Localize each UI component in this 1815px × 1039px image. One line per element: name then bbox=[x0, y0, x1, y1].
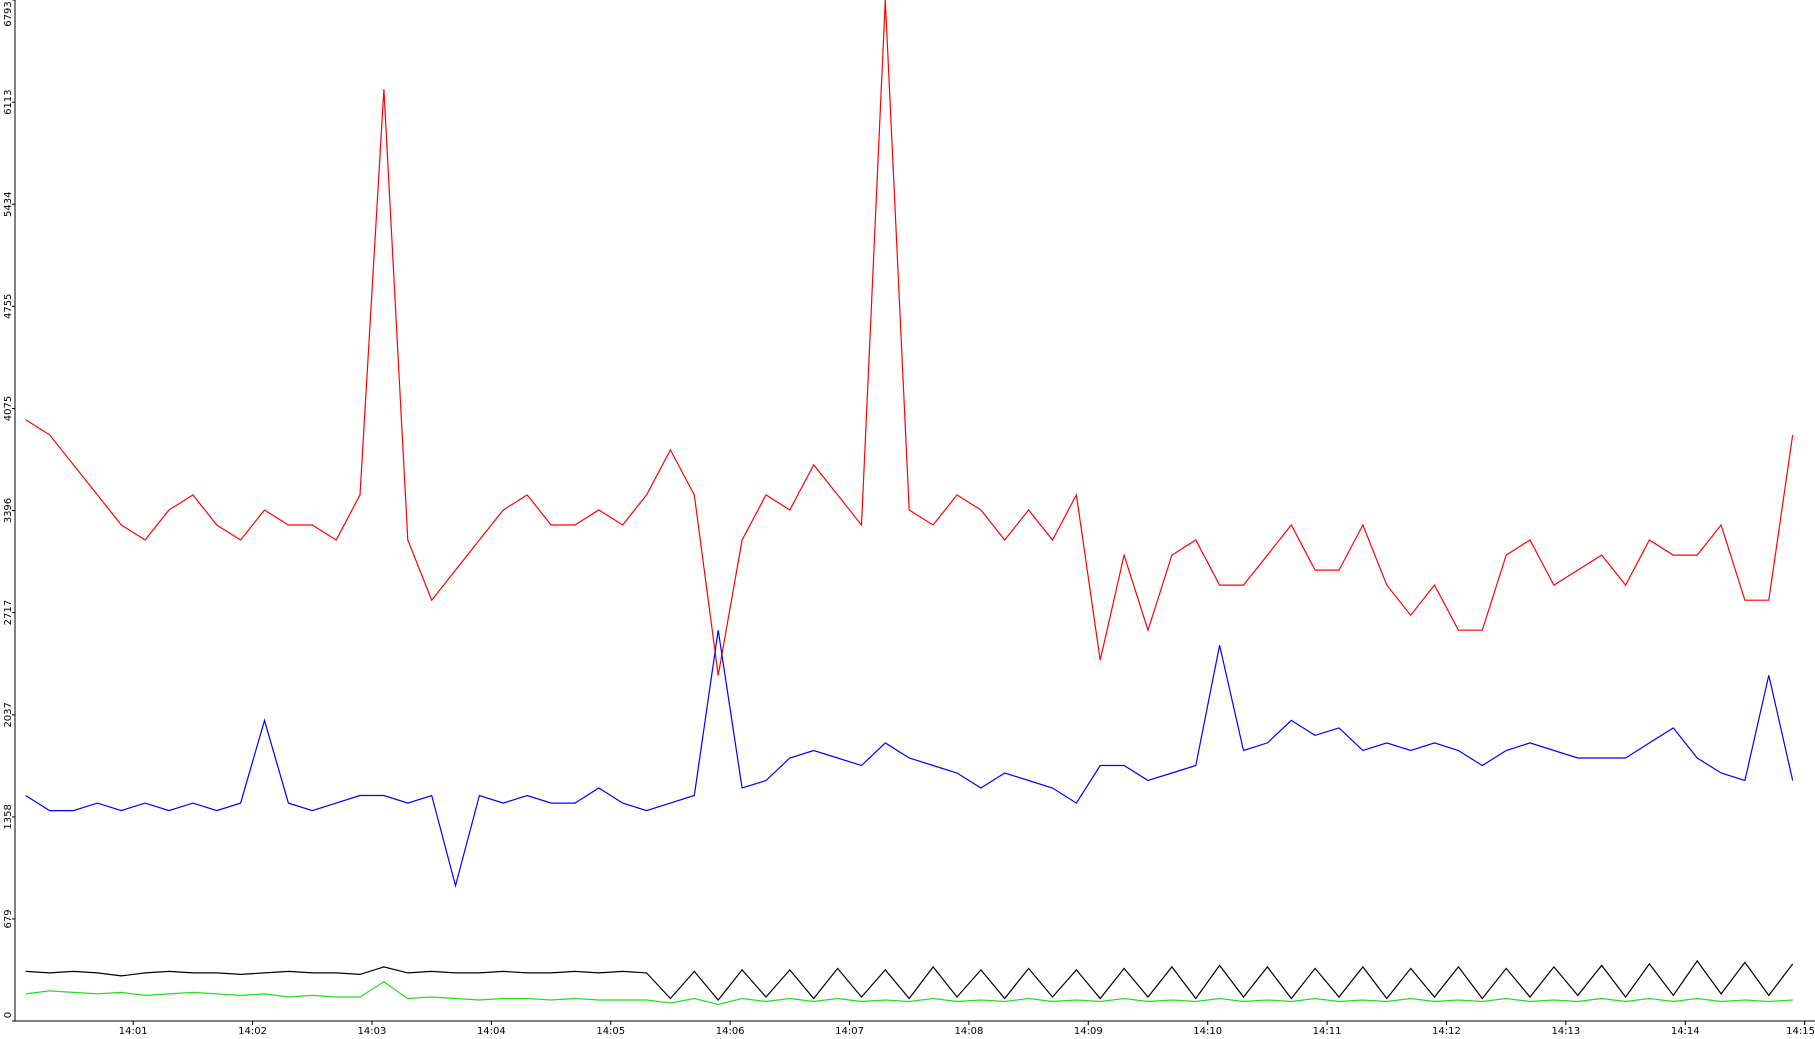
y-tick-label: 6793 bbox=[3, 1, 14, 26]
series-line bbox=[25, 0, 1794, 676]
x-tick-label: 14:14 bbox=[1671, 1026, 1700, 1037]
x-tick-label: 14:04 bbox=[477, 1026, 506, 1037]
x-tick-label: 14:11 bbox=[1313, 1026, 1342, 1037]
y-tick-label: 679 bbox=[3, 909, 14, 928]
y-tick-label: 1358 bbox=[3, 804, 14, 829]
y-tick-label: 4755 bbox=[3, 294, 14, 319]
y-tick-label: 3396 bbox=[3, 498, 14, 523]
x-tick-label: 14:12 bbox=[1432, 1026, 1461, 1037]
x-tick-label: 14:05 bbox=[596, 1026, 625, 1037]
series-line bbox=[25, 981, 1793, 1006]
x-tick-label: 14:07 bbox=[835, 1026, 864, 1037]
x-tick-label: 14:10 bbox=[1193, 1026, 1222, 1037]
x-tick-label: 14:01 bbox=[119, 1026, 148, 1037]
y-tick-label: 2037 bbox=[3, 702, 14, 727]
y-tick-label: 0 bbox=[3, 1012, 14, 1018]
x-tick-label: 14:13 bbox=[1551, 1026, 1580, 1037]
x-tick-label: 14:03 bbox=[358, 1026, 387, 1037]
y-tick-label: 5434 bbox=[3, 192, 14, 217]
y-tick-label: 6113 bbox=[3, 89, 14, 114]
series-line bbox=[25, 959, 1794, 1001]
y-tick-label: 2717 bbox=[3, 600, 14, 625]
series-line bbox=[25, 630, 1794, 889]
x-tick-label: 14:09 bbox=[1074, 1026, 1103, 1037]
x-tick-label: 14:06 bbox=[716, 1026, 745, 1037]
x-tick-label: 14:02 bbox=[238, 1026, 267, 1037]
y-tick-label: 4075 bbox=[3, 396, 14, 421]
x-tick-label: 14:08 bbox=[955, 1026, 984, 1037]
x-tick-label: 14:15 bbox=[1786, 1026, 1815, 1037]
